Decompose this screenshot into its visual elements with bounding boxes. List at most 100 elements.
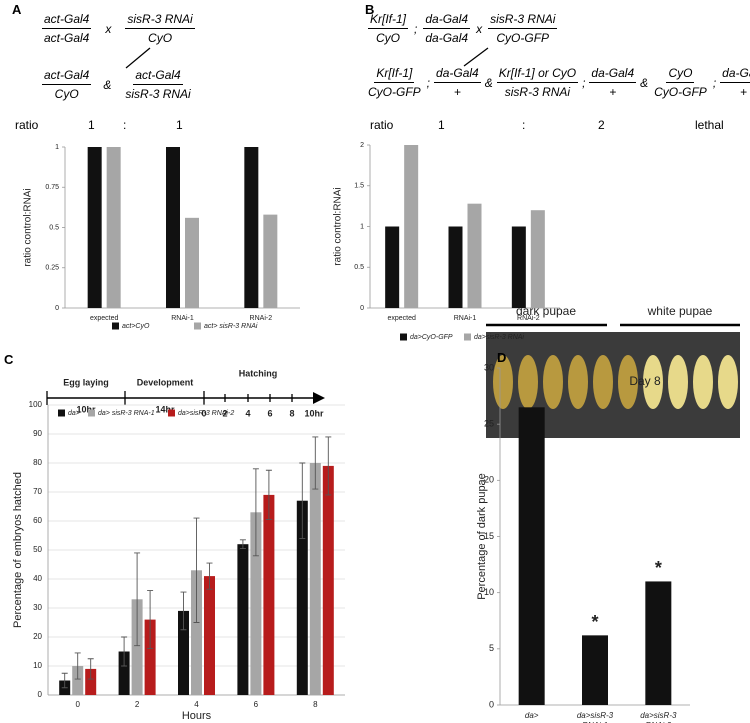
chromosome-top: CyO <box>666 66 695 83</box>
chromosome-top: Kr[If-1] <box>368 12 409 29</box>
error-bar <box>299 462 306 539</box>
bar <box>467 203 482 308</box>
genotype: sisR-3 RNAi CyO <box>125 12 195 45</box>
cross-symbol: & <box>640 75 649 90</box>
hour-label: 10hr <box>304 408 324 418</box>
cross-symbol: & <box>103 77 112 92</box>
y-tick-label: 1 <box>360 223 364 230</box>
error-bar <box>180 591 187 631</box>
legend-label: da> <box>68 410 80 417</box>
ratio-text: : <box>522 118 526 132</box>
error-bar <box>121 636 128 667</box>
hour-label: 6 <box>267 408 272 418</box>
stage-duration: 14hr <box>155 404 175 414</box>
bar <box>118 651 130 695</box>
genotype: Kr[If-1] or CyO sisR-3 RNAi <box>496 66 579 99</box>
legend-swatch <box>58 409 65 417</box>
bar <box>518 407 545 705</box>
y-tick-label: 10 <box>33 661 42 670</box>
y-tick-label: 30 <box>33 603 42 612</box>
error-bar <box>206 562 213 590</box>
genotype: da-Gal4 da-Gal4 <box>423 12 471 45</box>
cross-symbol: ; <box>426 75 431 90</box>
y-tick-label: 20 <box>33 632 42 641</box>
bar <box>448 226 463 308</box>
y-axis-label: Percentage of dark pupae <box>476 473 488 600</box>
bar <box>178 610 189 695</box>
chromosome-top: Kr[If-1] or CyO <box>496 66 579 83</box>
legend-label: da> sisR-3 RNA-1 <box>98 410 155 417</box>
error-bar <box>193 517 200 623</box>
y-tick-label: 1.5 <box>354 183 364 190</box>
error-bar <box>265 469 272 520</box>
legend-swatch <box>112 322 119 330</box>
legend-label: da>CyO-GFP <box>410 334 453 341</box>
x-tick-label: da>sisR-3 RNAi-2 <box>640 711 677 723</box>
x-tick-label: 8 <box>313 700 318 709</box>
legend-label: act> sisR-3 RNAi <box>204 323 258 330</box>
y-axis-label: ratio control:RNAi <box>23 188 34 266</box>
annotation: Day 8 <box>629 374 661 388</box>
chromosome-bottom: CyO-GFP <box>368 85 421 99</box>
panel-label: B <box>365 2 375 17</box>
y-tick-label: 80 <box>33 458 42 467</box>
genotype: act-Gal4 act-Gal4 <box>42 12 92 45</box>
genotype: act-Gal4 sisR-3 RNAi <box>123 68 192 101</box>
x-tick-label-box: da> <box>525 711 539 720</box>
y-tick-label: 0.5 <box>354 264 364 271</box>
hour-label: 2 <box>222 408 227 418</box>
chromosome-top: da-Gal4 <box>434 66 481 83</box>
bar <box>166 147 180 308</box>
hour-label: 0 <box>201 408 206 418</box>
error-bar <box>87 658 94 680</box>
error-bar <box>325 436 332 496</box>
bar <box>582 635 608 705</box>
cross-symbol: ; <box>712 75 717 90</box>
x-tick-label: 2 <box>135 700 140 709</box>
chromosome-bottom: CyO <box>54 87 79 101</box>
bar <box>244 147 259 308</box>
error-bar <box>312 436 319 490</box>
genotype: da-Gal4 + <box>589 66 637 99</box>
y-tick-label: 25 <box>484 419 494 429</box>
bar <box>250 512 262 695</box>
timeline-ticks <box>46 391 293 405</box>
cross-arrow <box>463 47 489 67</box>
y-tick-label: 0.75 <box>45 184 59 191</box>
cross-row: Kr[If-1] CyO; da-Gal4 da-Gal4 x sisR-3 RNAi Cy… <box>368 12 558 45</box>
x-tick-label: RNAi-1 <box>454 315 477 322</box>
bar <box>645 581 672 705</box>
y-tick-label: 10 <box>484 587 494 597</box>
chromosome-top: act-Gal4 <box>42 68 92 85</box>
cross-row: Kr[If-1] CyO-GFP; da-Gal4 + & Kr[If-1] or CyO… <box>366 66 750 99</box>
genotype: act-Gal4 CyO <box>42 68 92 101</box>
chromosome-bottom: + <box>609 85 617 99</box>
genotype: Kr[If-1] CyO <box>368 12 409 45</box>
bar <box>72 666 84 695</box>
cross-row: act-Gal4 act-Gal4 x sisR-3 RNAi CyO <box>42 12 195 45</box>
y-tick-label: 0 <box>55 305 59 312</box>
chromosome-top: Kr[If-1] <box>374 66 415 83</box>
stage-duration: 10hr <box>76 404 96 414</box>
chromosome-bottom: CyO <box>148 31 173 45</box>
bar <box>237 544 249 695</box>
hour-label: 4 <box>245 408 250 418</box>
y-tick-label: 30 <box>484 362 494 372</box>
bar <box>85 668 97 695</box>
genotype: da-Gal4 + <box>434 66 481 99</box>
genotype: sisR-3 RNAi CyO-GFP <box>488 12 558 45</box>
y-tick-label: 5 <box>489 643 494 653</box>
bar <box>385 226 400 308</box>
y-tick-label: 2 <box>360 142 364 149</box>
y-tick-label: 90 <box>33 429 42 438</box>
stage-label: Egg laying <box>63 377 109 387</box>
ratio-text: 1 <box>88 118 95 132</box>
y-tick-label: 20 <box>484 475 494 485</box>
bar <box>530 210 545 308</box>
panel-label: D <box>497 350 507 365</box>
bar <box>204 576 215 695</box>
error-bar <box>61 672 68 689</box>
panel-label: C <box>4 352 14 367</box>
error-bar <box>74 652 81 680</box>
